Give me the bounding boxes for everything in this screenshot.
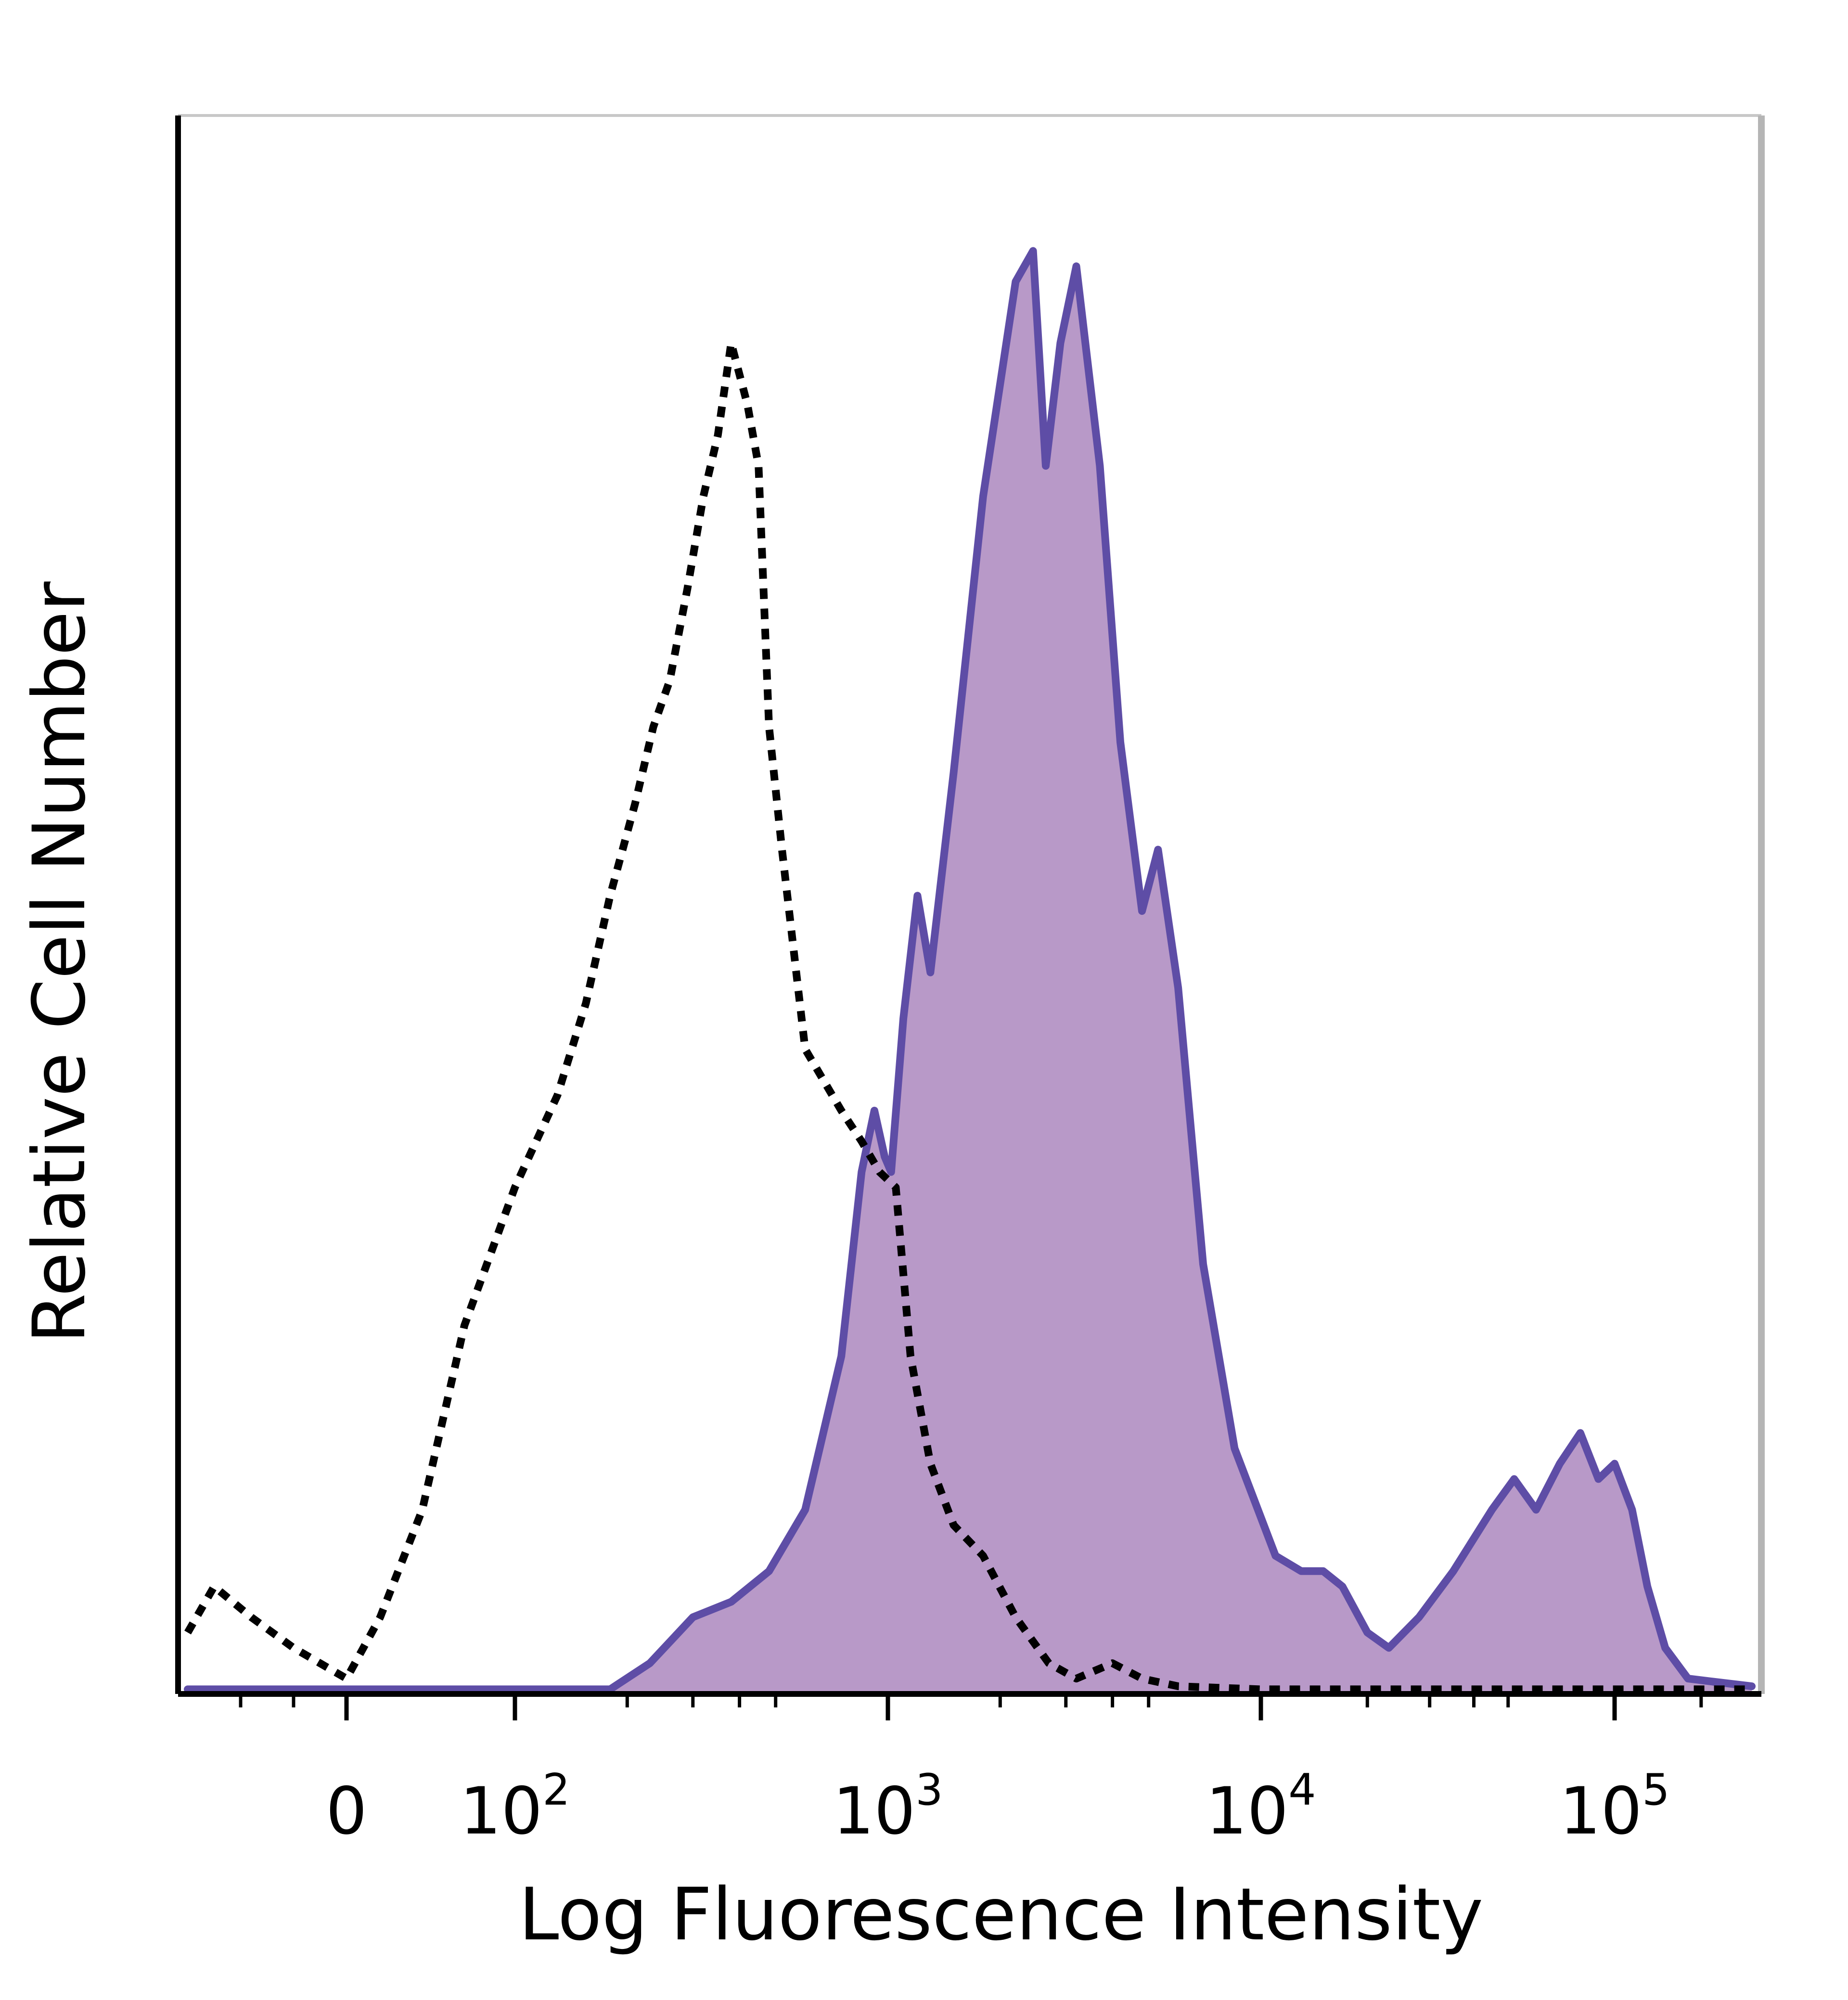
x-axis-ticks bbox=[239, 1694, 1703, 1720]
x-tick-exponent: 5 bbox=[1642, 1765, 1669, 1815]
x-tick-exponent: 2 bbox=[542, 1765, 570, 1815]
x-tick-label: 105 bbox=[1559, 1765, 1669, 1849]
x-axis-tick-labels: 0 102 103 104 105 bbox=[326, 1765, 1669, 1849]
x-tick-label: 102 bbox=[460, 1765, 570, 1849]
y-axis-title: Relative Cell Number bbox=[18, 581, 102, 1344]
plot-frame bbox=[175, 114, 1765, 1697]
x-tick-label: 104 bbox=[1206, 1765, 1316, 1849]
x-tick-label: 0 bbox=[326, 1773, 367, 1849]
series-layer bbox=[184, 247, 1756, 1694]
x-tick-exponent: 3 bbox=[915, 1765, 943, 1815]
histogram-outline bbox=[184, 247, 1756, 1693]
x-tick-exponent: 4 bbox=[1288, 1765, 1316, 1815]
x-axis-title: Log Fluorescence Intensity bbox=[519, 1873, 1483, 1957]
histogram-fill bbox=[188, 251, 1752, 1694]
x-tick-label: 103 bbox=[833, 1765, 943, 1849]
